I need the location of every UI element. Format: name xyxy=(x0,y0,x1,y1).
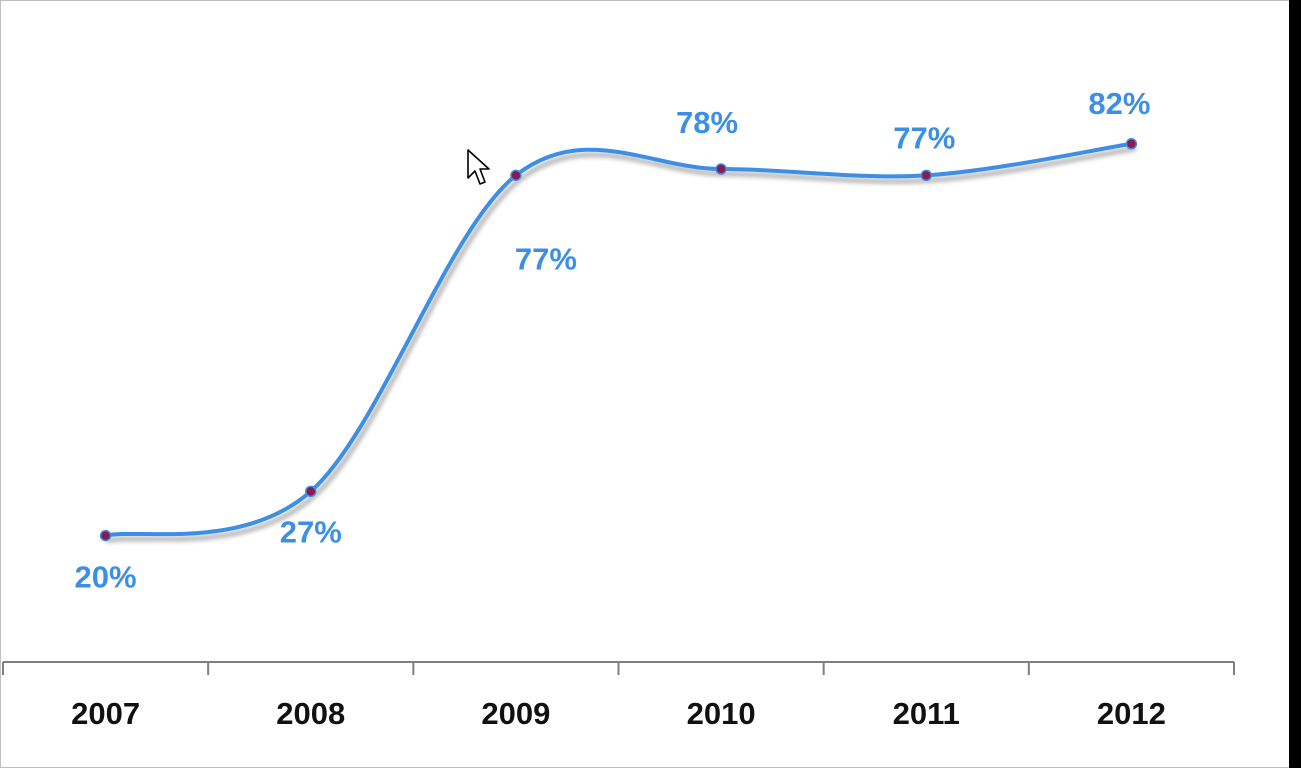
data-label-group: 20% 27% 77% 78% 77% 82% xyxy=(75,86,1151,595)
data-label-2009: 77% xyxy=(515,241,577,276)
data-label-2012: 82% xyxy=(1088,86,1150,121)
series-line xyxy=(103,141,1134,538)
x-tick-label: 2007 xyxy=(71,696,140,731)
data-point-2011 xyxy=(920,169,932,182)
data-label-2010: 78% xyxy=(676,105,738,140)
x-axis: 2007 2008 2009 2010 2011 2012 xyxy=(2,661,1235,731)
data-label-2007: 20% xyxy=(75,560,137,595)
marker-group xyxy=(99,138,1138,542)
x-tick-label: 2011 xyxy=(893,696,960,731)
data-point-2009 xyxy=(510,169,522,182)
series-line-group xyxy=(103,141,1134,538)
x-tick-label: 2008 xyxy=(276,696,345,731)
data-label-2011: 77% xyxy=(893,120,955,155)
x-tick-label: 2012 xyxy=(1097,696,1166,731)
data-point-2008 xyxy=(305,485,317,498)
window-edge xyxy=(1289,0,1301,768)
x-tick-label: 2010 xyxy=(687,696,756,731)
data-point-2012 xyxy=(1125,138,1138,150)
arrow-cursor-icon xyxy=(467,149,490,185)
data-point-2010 xyxy=(715,163,727,175)
data-label-2008: 27% xyxy=(280,514,342,549)
x-tick-label: 2009 xyxy=(481,696,550,731)
data-point-2007 xyxy=(99,529,112,542)
